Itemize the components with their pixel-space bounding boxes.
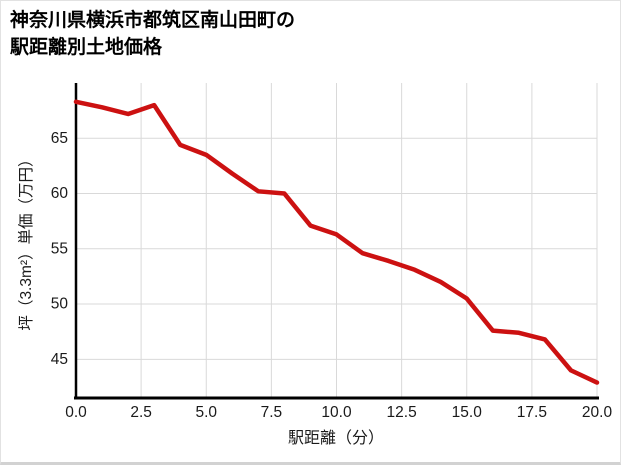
x-tick-label: 2.5 bbox=[130, 404, 152, 421]
x-tick-label: 5.0 bbox=[195, 404, 217, 421]
x-tick-label: 7.5 bbox=[261, 404, 283, 421]
x-tick-label: 0.0 bbox=[65, 404, 87, 421]
chart-title-line2: 駅距離別土地価格 bbox=[10, 37, 163, 58]
x-tick-label: 15.0 bbox=[452, 404, 483, 421]
x-tick-label: 17.5 bbox=[517, 404, 547, 421]
y-tick-label: 50 bbox=[51, 296, 69, 313]
x-axis-label: 駅距離（分） bbox=[287, 430, 385, 447]
x-tick-label: 12.5 bbox=[387, 404, 417, 421]
x-tick-label: 20.0 bbox=[582, 404, 613, 421]
y-tick-label: 65 bbox=[51, 130, 68, 147]
y-tick-label: 60 bbox=[51, 185, 69, 202]
y-axis-label: 坪（3.3m²）単価（万円） bbox=[18, 151, 35, 331]
price-line bbox=[73, 99, 600, 385]
y-tick-label: 45 bbox=[51, 351, 68, 368]
y-tick-label: 55 bbox=[51, 240, 68, 257]
chart-title-line1: 神奈川県横浜市都筑区南山田町の bbox=[10, 10, 296, 31]
chart-title: 神奈川県横浜市都筑区南山田町の 駅距離別土地価格 bbox=[10, 7, 295, 61]
x-tick-label: 10.0 bbox=[321, 404, 352, 421]
